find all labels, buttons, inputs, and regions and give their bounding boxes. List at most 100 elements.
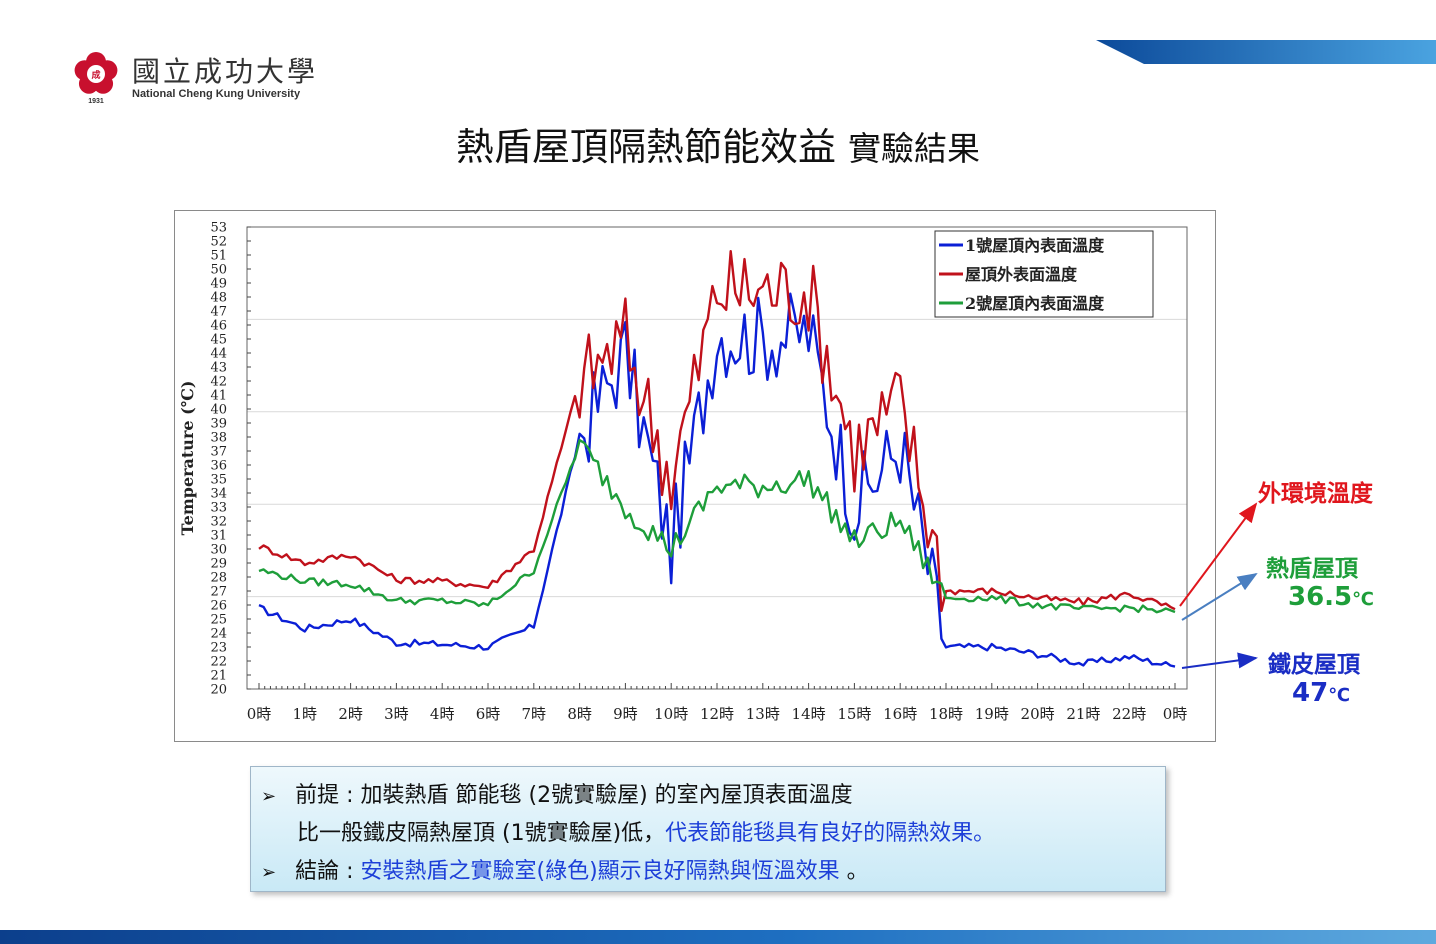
y-tick-label: 52 — [210, 235, 227, 250]
x-tick-label: 7時 — [522, 705, 547, 723]
premise-line-2: 比一般鐵皮隔熱屋頂 (1號實驗屋)低，代表節能毯具有良好的隔熱效果。 — [297, 815, 995, 847]
chart-svg: 2021222324252627282930313233343536373839… — [178, 221, 1188, 723]
y-tick-label: 42 — [210, 375, 227, 390]
x-tick-label: 10時 — [654, 705, 688, 723]
series-line — [258, 438, 1176, 614]
y-tick-label: 32 — [210, 515, 227, 530]
seal-center — [87, 65, 105, 83]
university-logo: 成 1931 國立成功大學 National Cheng Kung Univer… — [66, 48, 326, 105]
bullet-icon: ➢ — [261, 862, 277, 883]
footer-bar — [0, 930, 1436, 944]
university-name-cn: 國立成功大學 — [132, 55, 319, 88]
conclusion-end: 。 — [839, 859, 869, 884]
y-tick-label: 41 — [210, 389, 227, 404]
y-tick-label: 28 — [210, 571, 227, 586]
bullet-icon: ➢ — [261, 786, 277, 807]
x-tick-label: 4時 — [430, 705, 455, 723]
conclusion-text: 安裝熱盾之實驗室(綠色)顯示良好隔熱與恆溫效果 — [360, 859, 840, 884]
y-tick-label: 26 — [210, 599, 227, 614]
conclusion-line: ➢ 結論 : 安裝熱盾之實驗室(綠色)顯示良好隔熱與恆溫效果 。 — [261, 853, 869, 885]
y-tick-label: 35 — [210, 473, 227, 488]
outer-temp-label: 外環境溫度 — [1258, 481, 1373, 507]
y-tick-label: 33 — [210, 501, 227, 516]
x-tick-label: 14時 — [792, 705, 826, 723]
y-tick-label: 25 — [210, 613, 227, 628]
x-tick-label: 20時 — [1021, 705, 1055, 723]
premise-line-1: ➢ 前提 : 加裝熱盾 節能毯 (2號實驗屋) 的室內屋頂表面溫度 — [261, 777, 853, 809]
y-tick-label: 27 — [210, 585, 227, 600]
x-tick-label: 2時 — [338, 705, 363, 723]
y-tick-label: 29 — [210, 557, 227, 572]
x-tick-label: 0時 — [1163, 705, 1188, 723]
premise-label: 前提 : — [295, 783, 361, 808]
y-tick-label: 53 — [210, 221, 227, 236]
x-tick-label: 3時 — [384, 705, 409, 723]
y-tick-label: 48 — [210, 291, 227, 306]
header-stripe-decoration — [1096, 40, 1436, 64]
y-tick-label: 39 — [210, 417, 227, 432]
y-tick-label: 37 — [210, 445, 227, 460]
x-tick-label: 22時 — [1112, 705, 1146, 723]
premise-line2-blue: 代表節能毯具有良好的隔熱效果。 — [665, 821, 996, 846]
y-tick-label: 46 — [210, 319, 227, 334]
y-tick-label: 50 — [210, 263, 227, 278]
conclusion-label: 結論 : — [295, 859, 361, 884]
y-tick-label: 30 — [210, 543, 227, 558]
x-tick-label: 0時 — [247, 705, 272, 723]
iron-roof-label: 鐵皮屋頂 — [1268, 652, 1360, 678]
y-tick-label: 31 — [210, 529, 227, 544]
y-tick-label: 20 — [210, 683, 227, 698]
x-tick-label: 1時 — [293, 705, 318, 723]
iron-roof-temp-unit: ℃ — [1328, 685, 1350, 706]
shield-roof-temp: 36.5℃ — [1288, 582, 1374, 612]
x-tick-label: 15時 — [837, 705, 871, 723]
shield-roof-temp-value: 36.5 — [1288, 582, 1353, 612]
conclusion-box: ➢ 前提 : 加裝熱盾 節能毯 (2號實驗屋) 的室內屋頂表面溫度 比一般鐵皮隔… — [250, 766, 1166, 892]
premise-text: 加裝熱盾 節能毯 (2號實驗屋) 的室內屋頂表面溫度 — [360, 783, 853, 808]
chart-grid — [247, 318, 1187, 598]
x-tick-label: 21時 — [1066, 705, 1100, 723]
premise-line2-black: 比一般鐵皮隔熱屋頂 (1號實驗屋)低， — [297, 821, 666, 846]
slide-title-main: 熱盾屋頂隔熱節能效益 — [455, 125, 836, 169]
shield-roof-label: 熱盾屋頂 — [1266, 556, 1358, 582]
legend-entry: 2號屋頂內表面溫度 — [965, 294, 1105, 313]
legend-entry: 屋頂外表面溫度 — [965, 265, 1078, 284]
y-tick-label: 44 — [210, 347, 227, 362]
y-tick-label: 40 — [210, 403, 227, 418]
y-tick-label: 49 — [210, 277, 227, 292]
y-tick-label: 36 — [210, 459, 227, 474]
temperature-chart: 20 21 22 23 24 25 26 27 28 29 30 31 32 33 34 35 36 37 38 39… — [174, 210, 1216, 742]
series-line — [258, 292, 1176, 668]
x-tick-label: 13時 — [746, 705, 780, 723]
legend-entry: 1號屋頂內表面溫度 — [965, 236, 1105, 255]
y-tick-label: 38 — [210, 431, 227, 446]
y-tick-label: 24 — [210, 627, 227, 642]
slide-title: 熱盾屋頂隔熱節能效益 實驗結果 — [0, 116, 1436, 171]
legend-box — [934, 230, 1154, 318]
y-tick-label: 43 — [210, 361, 227, 376]
y-axis-ticks: 2021222324252627282930313233343536373839… — [210, 221, 251, 698]
y-tick-label: 51 — [210, 249, 227, 264]
iron-roof-temp-value: 47 — [1292, 678, 1329, 708]
slide-title-sub: 實驗結果 — [848, 129, 981, 168]
y-tick-label: 21 — [210, 669, 227, 684]
seal-glyph: 成 — [91, 69, 100, 81]
y-tick-label: 23 — [210, 641, 227, 656]
y-tick-label: 34 — [210, 487, 227, 502]
x-tick-label: 16時 — [883, 705, 917, 723]
x-tick-label: 19時 — [975, 705, 1009, 723]
university-name-en: National Cheng Kung University — [132, 88, 301, 100]
x-tick-label: 12時 — [700, 705, 734, 723]
series-line — [258, 250, 1176, 612]
shield-roof-temp-unit: ℃ — [1352, 589, 1374, 610]
chart-series — [258, 250, 1176, 668]
y-axis-label: Temperature (℃) — [178, 381, 197, 536]
y-tick-label: 45 — [210, 333, 227, 348]
x-tick-label: 6時 — [476, 705, 501, 723]
x-tick-label: 9時 — [613, 705, 638, 723]
x-axis-ticks: 0時 1時 2時 3時 4時 6時 7時 8時 9時 10時 12時 13時 14時 15時 16時 18時 1… — [247, 683, 1188, 723]
y-tick-label: 47 — [210, 305, 227, 320]
x-tick-label: 8時 — [567, 705, 592, 723]
y-tick-label: 22 — [210, 655, 227, 670]
